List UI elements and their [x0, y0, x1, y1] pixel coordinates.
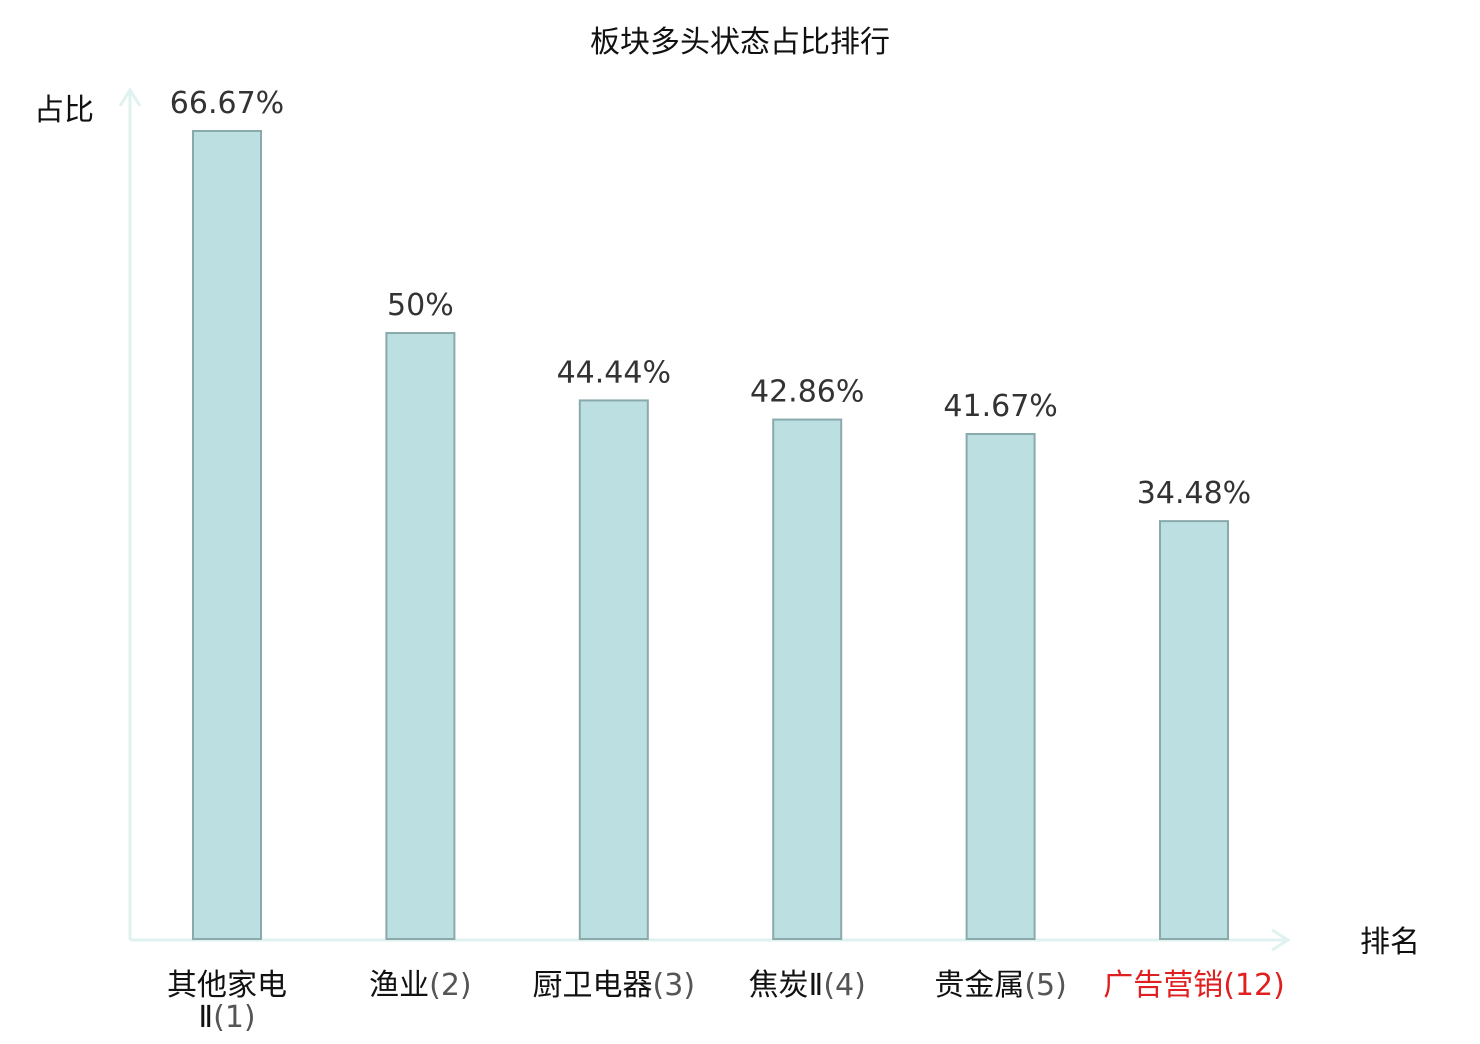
- chart-title: 板块多头状态占比排行: [590, 25, 890, 60]
- bar-3: [578, 399, 649, 940]
- bar-value-label-3: 44.44%: [557, 355, 671, 390]
- bar-value-label-1: 66.67%: [170, 86, 284, 121]
- bar-value-label-6: 34.48%: [1137, 476, 1251, 511]
- bar-4: [772, 418, 843, 941]
- bar-6: [1159, 520, 1229, 940]
- category-label-5: 贵金属(5): [934, 968, 1067, 1003]
- bar-2: [385, 332, 456, 941]
- bars-layer: [192, 130, 1229, 941]
- bar-5: [965, 432, 1036, 940]
- category-labels-layer: 其他家电 Ⅱ(1) 渔业(2) 厨卫电器(3) 焦炭Ⅱ(4) 贵金属(5) 广告营销(12): [167, 968, 1285, 1035]
- bar-value-label-5: 41.67%: [943, 389, 1057, 424]
- category-label-2: 渔业(2): [369, 968, 472, 1003]
- x-axis-label: 排名: [1360, 925, 1420, 960]
- category-label-4: 焦炭Ⅱ(4): [749, 968, 866, 1003]
- bar-value-label-4: 42.86%: [750, 375, 864, 410]
- x-axis-arrow-icon: [1271, 928, 1291, 952]
- category-label-1: 其他家电 Ⅱ(1): [167, 968, 287, 1035]
- axes: [118, 87, 1291, 952]
- category-label-3: 厨卫电器(3): [533, 968, 696, 1003]
- bar-value-label-2: 50%: [387, 288, 454, 323]
- value-labels-layer: 66.67% 50% 44.44% 42.86% 41.67% 34.48%: [170, 86, 1251, 511]
- y-axis-arrow-icon: [118, 87, 142, 107]
- y-axis-label: 占比: [34, 93, 94, 128]
- category-label-6: 广告营销(12): [1103, 968, 1285, 1003]
- bar-1: [192, 130, 262, 940]
